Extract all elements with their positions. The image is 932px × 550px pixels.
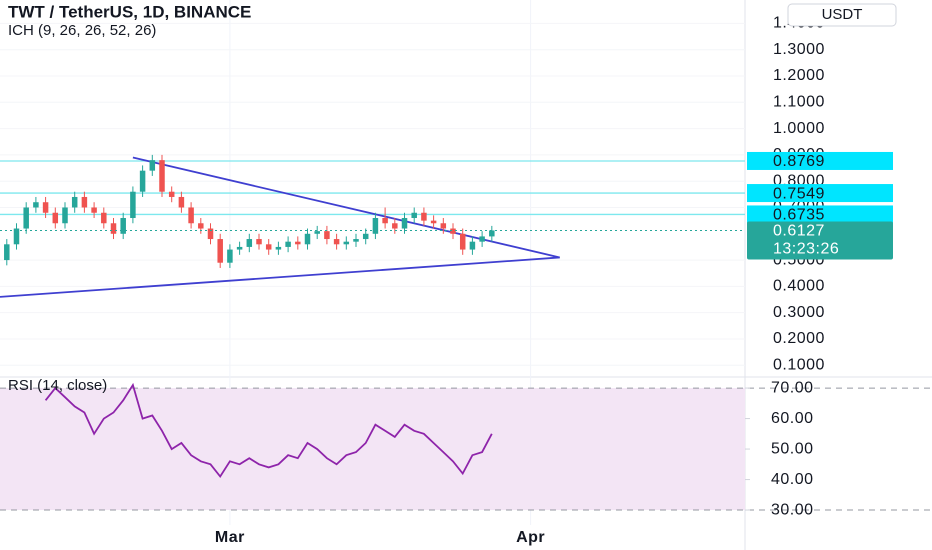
candle-body xyxy=(120,218,126,234)
candle-body xyxy=(42,202,49,213)
level-label-bg xyxy=(747,184,893,203)
candle-body xyxy=(168,191,175,197)
candle-body xyxy=(459,233,466,250)
candle-body xyxy=(62,207,68,224)
candle-body xyxy=(362,233,369,240)
y-tick-label: 40.00 xyxy=(771,471,814,488)
level-label-bg xyxy=(747,205,893,224)
candle-body xyxy=(285,241,291,247)
y-tick-label: 1.2000 xyxy=(773,67,825,84)
y-tick-label: 30.00 xyxy=(771,501,814,518)
rsi-line xyxy=(44,382,493,479)
currency[interactable]: USDT xyxy=(822,6,863,23)
last-price-bg xyxy=(747,221,893,260)
candle-body xyxy=(217,239,223,263)
candle-body xyxy=(401,218,408,229)
candle-body xyxy=(440,223,447,229)
y-tick-label: 1.3000 xyxy=(773,41,825,58)
trend-line xyxy=(0,256,560,298)
candle-body xyxy=(81,196,88,208)
candle-body xyxy=(324,231,330,240)
candle-body xyxy=(188,207,194,224)
y-tick-label: 1.0000 xyxy=(773,120,825,137)
candle-body xyxy=(382,218,388,224)
candle-body xyxy=(411,212,417,219)
candle-body xyxy=(450,228,456,234)
candle-body xyxy=(392,223,398,229)
candle-body xyxy=(198,223,204,229)
candle-body xyxy=(246,239,253,247)
y-tick-label: 1.1000 xyxy=(773,94,825,111)
indicator-label: ICH (9, 26, 26, 52, 26) xyxy=(8,22,156,39)
candle-body xyxy=(256,239,262,245)
candle-body xyxy=(479,236,485,242)
chart-title: TWT / TetherUS, 1D, BINANCE xyxy=(8,2,251,21)
candle-body xyxy=(91,207,97,213)
candle-body xyxy=(110,223,117,234)
candle-body xyxy=(4,244,10,261)
trend-line xyxy=(132,156,560,259)
y-tick-label: 0.2000 xyxy=(773,330,825,347)
y-tick-label: 0.1000 xyxy=(773,356,825,373)
candle-body xyxy=(139,170,146,192)
candle-body xyxy=(159,160,165,192)
candle-body xyxy=(207,228,214,240)
rsi-label: RSI (14, close) xyxy=(8,377,107,394)
candle-body xyxy=(304,233,311,245)
candle-body xyxy=(489,230,495,237)
y-tick-label: 0.3000 xyxy=(773,304,825,321)
last-price-label: 0.6127 xyxy=(773,223,825,240)
level-label: 0.7549 xyxy=(773,185,825,202)
candle-body xyxy=(265,244,272,250)
y-tick-label: 50.00 xyxy=(771,440,814,457)
candle-body xyxy=(227,249,233,263)
candle-body xyxy=(71,196,78,208)
candle-body xyxy=(333,239,340,245)
rsi-band xyxy=(0,388,745,511)
countdown: 13:23:26 xyxy=(773,241,839,258)
candle-body xyxy=(430,220,437,224)
x-tick-label: Mar xyxy=(215,529,245,546)
candle-body xyxy=(421,212,427,221)
candle-body xyxy=(275,246,282,250)
candle-body xyxy=(101,212,107,224)
candle-body xyxy=(469,241,476,250)
candle-body xyxy=(13,228,20,245)
candle-body xyxy=(52,212,59,224)
y-tick-label: 70.00 xyxy=(771,379,814,396)
candle-body xyxy=(33,202,39,208)
candle-body xyxy=(23,207,29,229)
candle-body xyxy=(295,241,301,245)
candle-body xyxy=(372,218,379,234)
candle-body xyxy=(178,196,185,208)
candle-body xyxy=(236,246,243,250)
y-tick-label: 60.00 xyxy=(771,410,814,427)
candle-body xyxy=(149,160,156,171)
candle-body xyxy=(343,241,350,245)
candle-body xyxy=(130,191,136,219)
candle-body xyxy=(314,231,320,234)
candle-body xyxy=(353,239,359,242)
level-label: 0.8769 xyxy=(773,153,825,170)
x-tick-label: Apr xyxy=(516,529,545,546)
level-label-bg xyxy=(747,151,893,170)
y-tick-label: 0.4000 xyxy=(773,278,825,295)
level-label: 0.6735 xyxy=(773,207,825,224)
currency-button[interactable] xyxy=(787,3,897,27)
